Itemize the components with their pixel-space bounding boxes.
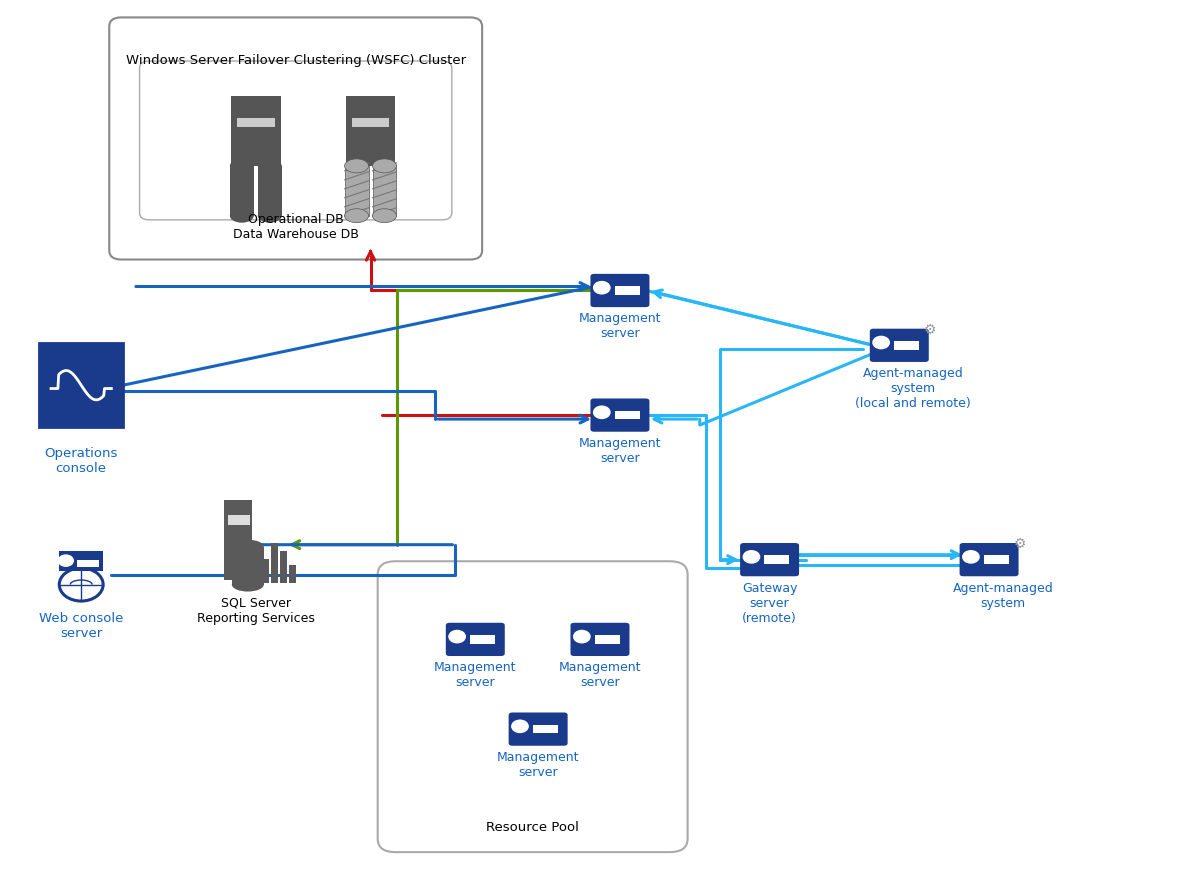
Ellipse shape xyxy=(232,578,264,591)
Bar xyxy=(271,543,278,582)
Ellipse shape xyxy=(258,159,282,173)
Circle shape xyxy=(962,551,979,563)
Text: Resource Pool: Resource Pool xyxy=(486,821,579,834)
Bar xyxy=(236,118,274,128)
Bar xyxy=(895,341,920,349)
Ellipse shape xyxy=(373,209,397,222)
Text: Operational DB
Data Warehouse DB: Operational DB Data Warehouse DB xyxy=(233,213,359,241)
Bar xyxy=(373,166,397,216)
Text: ⚙: ⚙ xyxy=(924,323,936,337)
Bar xyxy=(533,725,558,733)
Bar xyxy=(345,166,368,216)
Text: Agent-managed
system
(local and remote): Agent-managed system (local and remote) xyxy=(855,367,971,410)
Text: Windows Server Failover Clustering (WSFC) Cluster: Windows Server Failover Clustering (WSFC… xyxy=(126,54,466,67)
Bar xyxy=(223,500,252,580)
Circle shape xyxy=(512,720,529,732)
Ellipse shape xyxy=(232,539,264,554)
Bar xyxy=(470,635,495,644)
Ellipse shape xyxy=(229,209,254,222)
Text: Agent-managed
system: Agent-managed system xyxy=(953,581,1054,610)
Bar xyxy=(289,564,296,582)
Bar xyxy=(59,551,103,571)
FancyBboxPatch shape xyxy=(139,61,451,220)
FancyBboxPatch shape xyxy=(740,543,800,576)
FancyBboxPatch shape xyxy=(590,274,650,307)
Bar xyxy=(261,559,268,582)
Bar xyxy=(230,96,280,166)
FancyBboxPatch shape xyxy=(446,622,505,656)
Bar xyxy=(346,96,396,166)
Text: Web console
server: Web console server xyxy=(39,613,124,640)
FancyBboxPatch shape xyxy=(39,343,124,427)
FancyBboxPatch shape xyxy=(378,561,688,852)
Text: Management
server: Management server xyxy=(434,662,517,689)
Bar xyxy=(764,555,789,563)
Text: Gateway
server
(remote): Gateway server (remote) xyxy=(741,581,797,624)
Circle shape xyxy=(574,630,590,643)
Text: Management
server: Management server xyxy=(579,313,662,340)
Circle shape xyxy=(873,337,890,348)
Circle shape xyxy=(594,406,609,419)
Ellipse shape xyxy=(345,209,368,222)
Bar xyxy=(595,635,620,644)
Text: SQL Server
Reporting Services: SQL Server Reporting Services xyxy=(197,597,315,624)
FancyBboxPatch shape xyxy=(960,543,1018,576)
Bar xyxy=(232,547,264,585)
Circle shape xyxy=(594,281,609,294)
Circle shape xyxy=(449,630,466,643)
Bar xyxy=(614,411,639,420)
Ellipse shape xyxy=(258,209,282,222)
Bar xyxy=(352,118,390,128)
Bar xyxy=(279,551,286,582)
Bar xyxy=(77,560,99,567)
Text: ⚙: ⚙ xyxy=(1013,538,1026,551)
Text: Management
server: Management server xyxy=(579,437,662,465)
Circle shape xyxy=(58,555,74,566)
Bar xyxy=(984,555,1009,563)
FancyBboxPatch shape xyxy=(590,398,650,431)
Text: Management
server: Management server xyxy=(497,751,580,779)
FancyBboxPatch shape xyxy=(109,17,482,260)
Ellipse shape xyxy=(345,159,368,173)
Text: Management
server: Management server xyxy=(558,662,642,689)
FancyBboxPatch shape xyxy=(508,713,568,746)
Circle shape xyxy=(744,551,759,563)
Text: Operations
console: Operations console xyxy=(44,447,118,475)
Bar xyxy=(229,166,254,216)
Ellipse shape xyxy=(229,159,254,173)
FancyBboxPatch shape xyxy=(570,622,630,656)
Ellipse shape xyxy=(373,159,397,173)
Bar xyxy=(614,287,639,295)
Bar xyxy=(228,514,249,525)
FancyBboxPatch shape xyxy=(870,329,929,362)
Bar xyxy=(258,166,282,216)
